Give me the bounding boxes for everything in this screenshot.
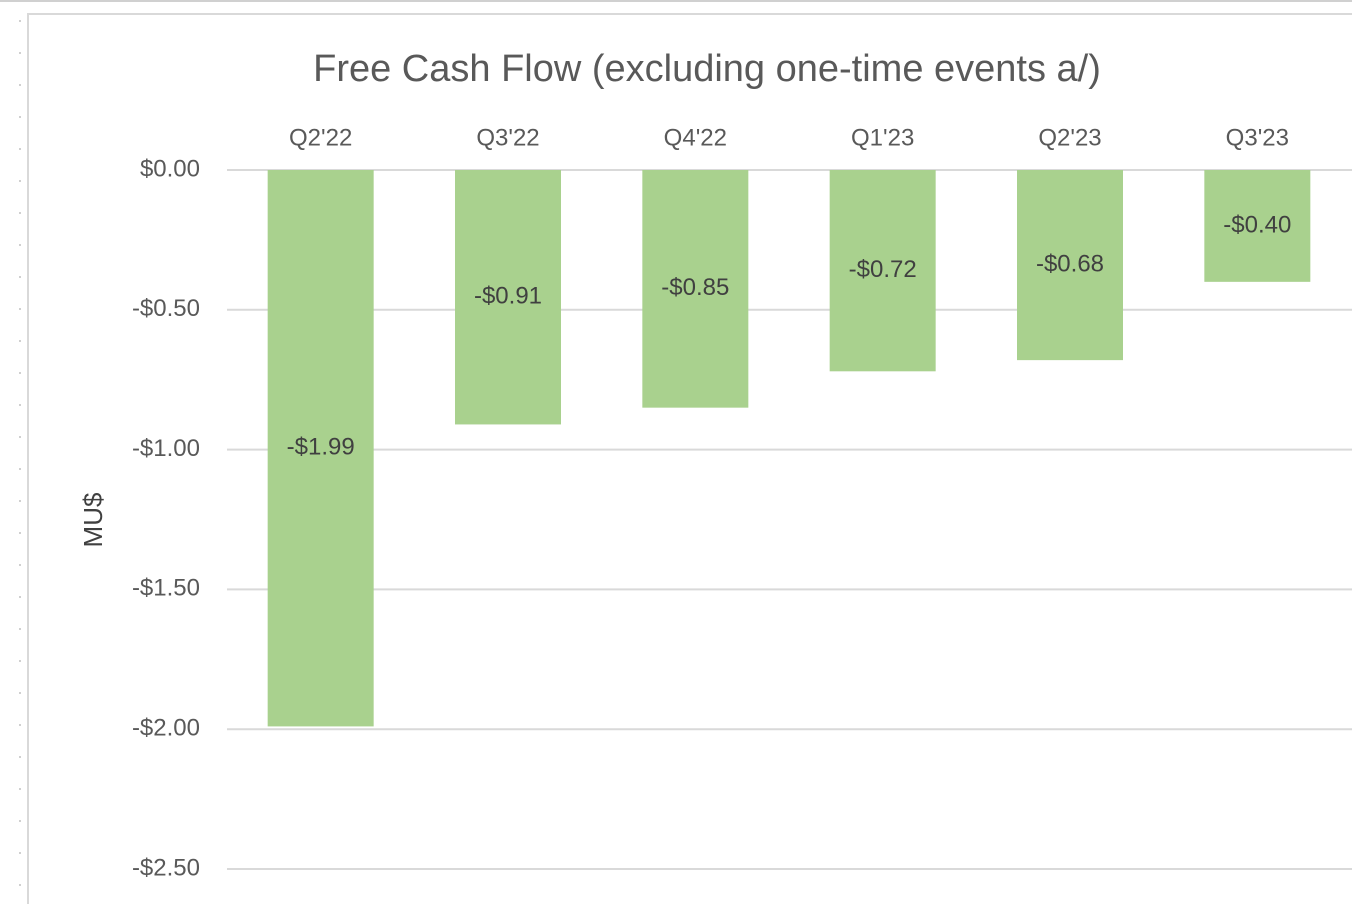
y-tick-label: -$0.50	[132, 295, 200, 322]
bar	[1204, 170, 1311, 282]
y-tick-label: $0.00	[140, 155, 200, 182]
bar	[267, 170, 374, 727]
x-tick-label: Q3'23	[1226, 124, 1289, 151]
bar	[455, 170, 561, 425]
x-tick-label: Q2'22	[289, 124, 352, 151]
value-label: -$0.68	[1036, 250, 1104, 277]
value-label: -$0.85	[661, 274, 729, 301]
y-tick-label: -$1.50	[132, 575, 200, 602]
y-tick-label: -$2.00	[132, 715, 200, 742]
value-label: -$0.91	[474, 283, 542, 310]
x-tick-label: Q4'22	[664, 124, 727, 151]
bar	[829, 170, 936, 372]
y-tick-label: -$2.50	[132, 854, 200, 881]
value-label: -$0.40	[1223, 211, 1291, 238]
chart-title: Free Cash Flow (excluding one-time event…	[313, 48, 1101, 90]
bar	[1017, 170, 1123, 361]
x-tick-label: Q2'23	[1038, 124, 1101, 151]
y-axis-title: MU$	[78, 492, 108, 547]
bar	[642, 170, 749, 408]
y-tick-label: -$1.00	[132, 435, 200, 462]
x-tick-label: Q1'23	[851, 124, 914, 151]
chart-frame	[27, 13, 1352, 904]
value-label: -$0.72	[849, 256, 917, 283]
x-tick-label: Q3'22	[476, 124, 539, 151]
value-label: -$1.99	[287, 434, 355, 461]
